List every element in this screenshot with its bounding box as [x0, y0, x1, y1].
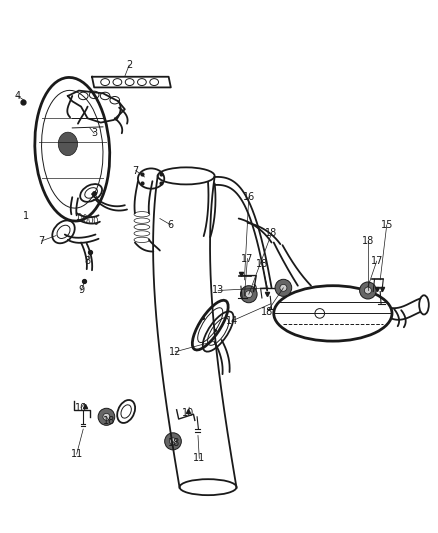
Text: 4: 4 [14, 91, 21, 101]
Ellipse shape [275, 279, 292, 296]
Text: 7: 7 [39, 236, 45, 246]
Text: 18: 18 [103, 416, 116, 426]
Text: 18: 18 [265, 229, 278, 238]
Circle shape [58, 132, 78, 156]
Ellipse shape [170, 438, 177, 445]
Text: 7: 7 [133, 166, 139, 175]
Ellipse shape [103, 414, 110, 420]
Ellipse shape [165, 433, 181, 450]
Text: 5: 5 [91, 192, 97, 202]
Text: 10: 10 [75, 403, 87, 413]
Text: 1: 1 [23, 211, 29, 221]
Ellipse shape [98, 408, 115, 425]
Text: 6: 6 [168, 220, 174, 230]
Text: 13: 13 [212, 286, 224, 295]
Text: 12: 12 [169, 347, 181, 357]
Text: 8: 8 [85, 256, 91, 266]
Text: 14: 14 [226, 316, 238, 326]
Text: 10: 10 [182, 408, 194, 418]
Ellipse shape [360, 282, 376, 299]
Ellipse shape [245, 291, 252, 297]
Text: 18: 18 [362, 236, 374, 246]
Text: 2: 2 [126, 60, 132, 70]
Text: 3: 3 [91, 128, 97, 138]
Text: 15: 15 [381, 220, 393, 230]
Ellipse shape [280, 285, 287, 291]
Text: 9: 9 [78, 286, 84, 295]
Text: 18: 18 [168, 439, 180, 448]
Ellipse shape [240, 286, 257, 303]
Text: 16: 16 [243, 192, 255, 202]
Text: 18: 18 [261, 307, 273, 317]
Text: 11: 11 [71, 449, 83, 459]
Text: 18: 18 [256, 259, 268, 269]
Ellipse shape [364, 287, 371, 294]
Text: 17: 17 [241, 254, 254, 263]
Text: 11: 11 [193, 454, 205, 463]
Text: 17: 17 [371, 256, 383, 266]
